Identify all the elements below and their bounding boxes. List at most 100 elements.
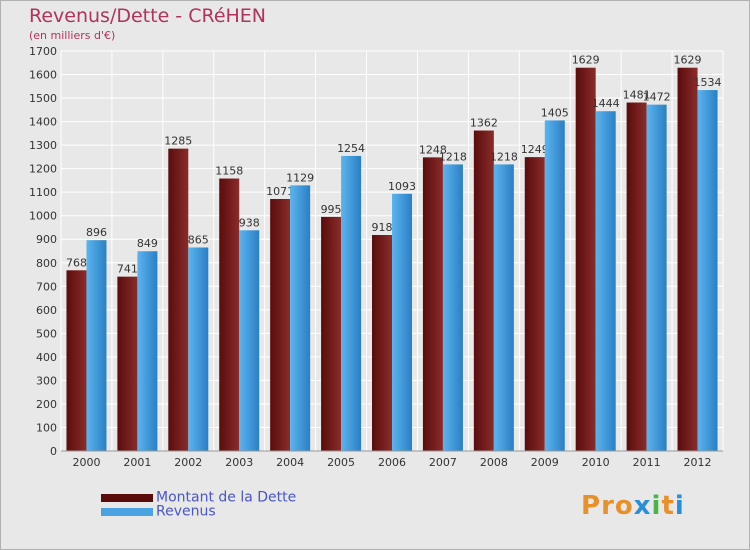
bar-debt [219,178,240,451]
y-tick-label: 1600 [29,69,57,82]
bar-debt [168,148,189,451]
data-label-debt: 1481 [623,89,651,102]
bar-debt [270,199,291,451]
logo-letter: i [674,491,685,521]
chart-subtitle: (en milliers d'€) [29,29,116,42]
bar-revenue [392,193,412,451]
bar-debt [677,67,698,452]
legend-item-debt: Montant de la Dette [101,487,297,506]
bar-revenue [442,164,463,452]
bar-debt [524,157,545,451]
data-label-debt: 1248 [419,143,447,156]
data-label-revenue: 849 [137,237,158,250]
bar-revenue [290,185,311,451]
y-tick-label: 400 [36,351,57,364]
proxiti-logo: Proxiti [581,491,685,521]
x-tick-label: 2006 [378,456,406,469]
bar-revenue [188,247,209,451]
data-label-debt: 1158 [215,165,243,178]
y-tick-label: 1100 [29,186,57,199]
x-tick-label: 2010 [582,456,610,469]
bar-debt [321,216,342,451]
data-label-debt: 995 [321,203,342,216]
y-tick-label: 1300 [29,139,57,152]
data-label-revenue: 938 [239,216,260,229]
data-label-debt: 918 [372,221,393,234]
x-tick-label: 2007 [429,456,457,469]
x-tick-label: 2002 [174,456,202,469]
y-tick-label: 0 [50,445,57,458]
bar-revenue [646,104,667,451]
y-tick-label: 800 [36,257,57,270]
data-label-debt: 741 [117,263,138,276]
logo-letter: r [601,491,615,521]
bar-revenue [341,155,362,452]
bar-debt [626,102,647,451]
data-label-debt: 1362 [470,117,498,130]
bar-debt [117,276,138,451]
data-label-debt: 768 [66,256,87,269]
data-label-debt: 1629 [674,54,702,67]
x-tick-label: 2001 [123,456,151,469]
bar-revenue [595,111,616,451]
data-label-revenue: 1129 [286,171,314,184]
x-tick-label: 2011 [633,456,661,469]
x-tick-label: 2000 [72,456,100,469]
legend-item-revenue: Revenus [101,501,216,520]
bar-debt [473,130,494,451]
y-tick-label: 1000 [29,210,57,223]
bar-debt [66,270,87,451]
data-label-revenue: 865 [188,233,209,246]
y-tick-label: 1700 [29,45,57,58]
x-tick-label: 2012 [684,456,712,469]
legend-label-revenue: Revenus [156,503,216,520]
data-label-revenue: 1534 [694,76,722,89]
x-tick-label: 2008 [480,456,508,469]
bar-revenue [86,240,107,451]
y-tick-label: 900 [36,233,57,246]
y-tick-label: 1400 [29,116,57,129]
y-tick-label: 100 [36,421,57,434]
data-label-revenue: 1218 [490,150,518,163]
y-tick-label: 1500 [29,92,57,105]
chart-title: Revenus/Dette - CRéHEN [29,5,267,27]
logo-letter: i [651,491,662,521]
logo-letter: x [633,491,652,521]
x-tick-label: 2005 [327,456,355,469]
logo-letter: t [661,491,675,521]
y-tick-label: 600 [36,304,57,317]
legend-label-debt: Montant de la Dette [156,489,297,506]
logo-letter: o [614,491,634,521]
bar-revenue [137,251,158,451]
x-tick-label: 2003 [225,456,253,469]
bar-revenue [544,120,565,451]
data-label-revenue: 1254 [337,142,365,155]
data-label-revenue: 1405 [541,106,569,119]
legend-swatch-revenue [101,507,153,516]
legend-swatch-debt [101,493,153,502]
bar-debt [422,157,443,451]
y-tick-label: 1200 [29,163,57,176]
data-label-debt: 1071 [266,185,294,198]
data-label-revenue: 1218 [439,150,467,163]
y-tick-label: 500 [36,327,57,340]
y-tick-label: 200 [36,398,57,411]
bar-debt [575,67,596,452]
data-label-revenue: 896 [86,226,107,239]
y-tick-label: 700 [36,280,57,293]
bar-debt [372,235,392,451]
x-tick-label: 2004 [276,456,304,469]
data-label-revenue: 1472 [643,91,671,104]
bar-revenue [239,230,260,451]
y-tick-label: 300 [36,374,57,387]
bar-revenue [697,90,718,451]
x-tick-label: 2009 [531,456,559,469]
data-label-debt: 1249 [521,143,549,156]
logo-letter: P [581,491,602,521]
data-label-revenue: 1093 [388,180,416,193]
data-label-debt: 1629 [572,54,600,67]
bar-revenue [493,164,514,452]
data-label-revenue: 1444 [592,97,620,110]
